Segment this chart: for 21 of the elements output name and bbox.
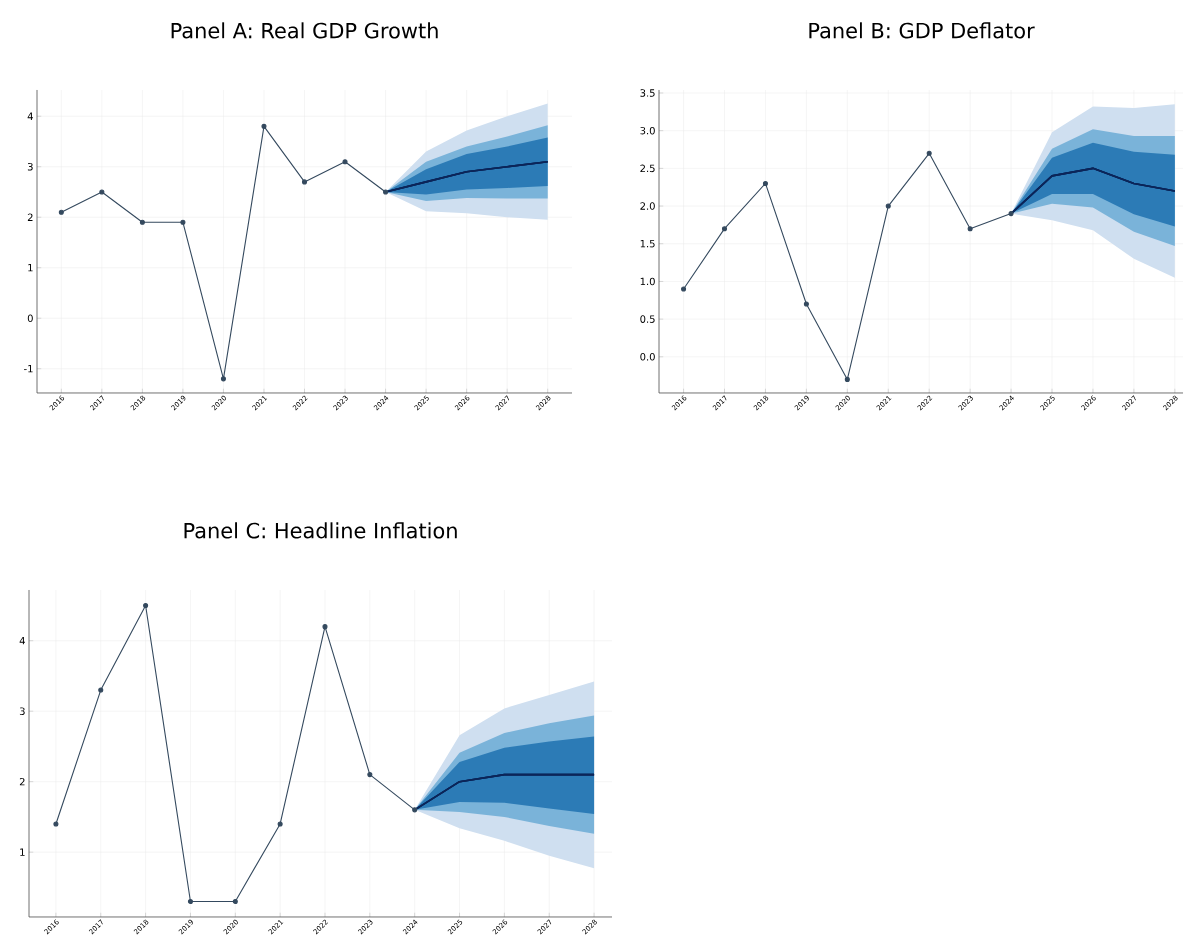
y-tick-label: 3 <box>27 162 33 171</box>
chart-title: Panel B: GDP Deflator <box>809 22 1035 39</box>
y-tick-label: 2.0 <box>640 202 655 210</box>
y-tick-label: 2 <box>19 777 25 786</box>
chart-title: Panel A: Real GDP Growth <box>171 22 438 39</box>
y-tick-label: 3.5 <box>640 89 655 97</box>
y-tick-label: 1.0 <box>640 277 655 286</box>
y-tick-label: 2.5 <box>640 164 655 173</box>
y-tick-label: 4 <box>27 112 33 120</box>
y-tick-label: 3 <box>19 707 25 715</box>
y-tick-label: 0 <box>27 314 33 323</box>
y-tick-label: 2 <box>27 213 33 221</box>
chart-title: Panel C: Headline Inflation <box>184 522 457 539</box>
y-tick-label: 1.5 <box>640 240 655 248</box>
y-tick-label: -1 <box>24 365 33 373</box>
y-tick-label: 1 <box>20 848 25 856</box>
y-tick-label: 4 <box>19 637 25 645</box>
y-tick-label: 3.0 <box>640 126 655 135</box>
y-tick-label: 1 <box>28 264 33 272</box>
y-tick-label: 0.0 <box>640 353 655 361</box>
y-tick-label: 0.5 <box>640 315 655 323</box>
